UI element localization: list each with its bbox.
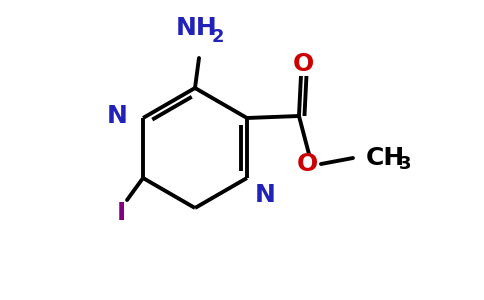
- Text: I: I: [117, 201, 126, 225]
- Text: NH: NH: [176, 16, 218, 40]
- Text: O: O: [292, 52, 314, 76]
- Text: N: N: [255, 183, 276, 207]
- Text: O: O: [296, 152, 318, 176]
- Text: 3: 3: [399, 155, 411, 173]
- Text: CH: CH: [366, 146, 405, 170]
- Text: 2: 2: [212, 28, 224, 46]
- Text: N: N: [107, 104, 128, 128]
